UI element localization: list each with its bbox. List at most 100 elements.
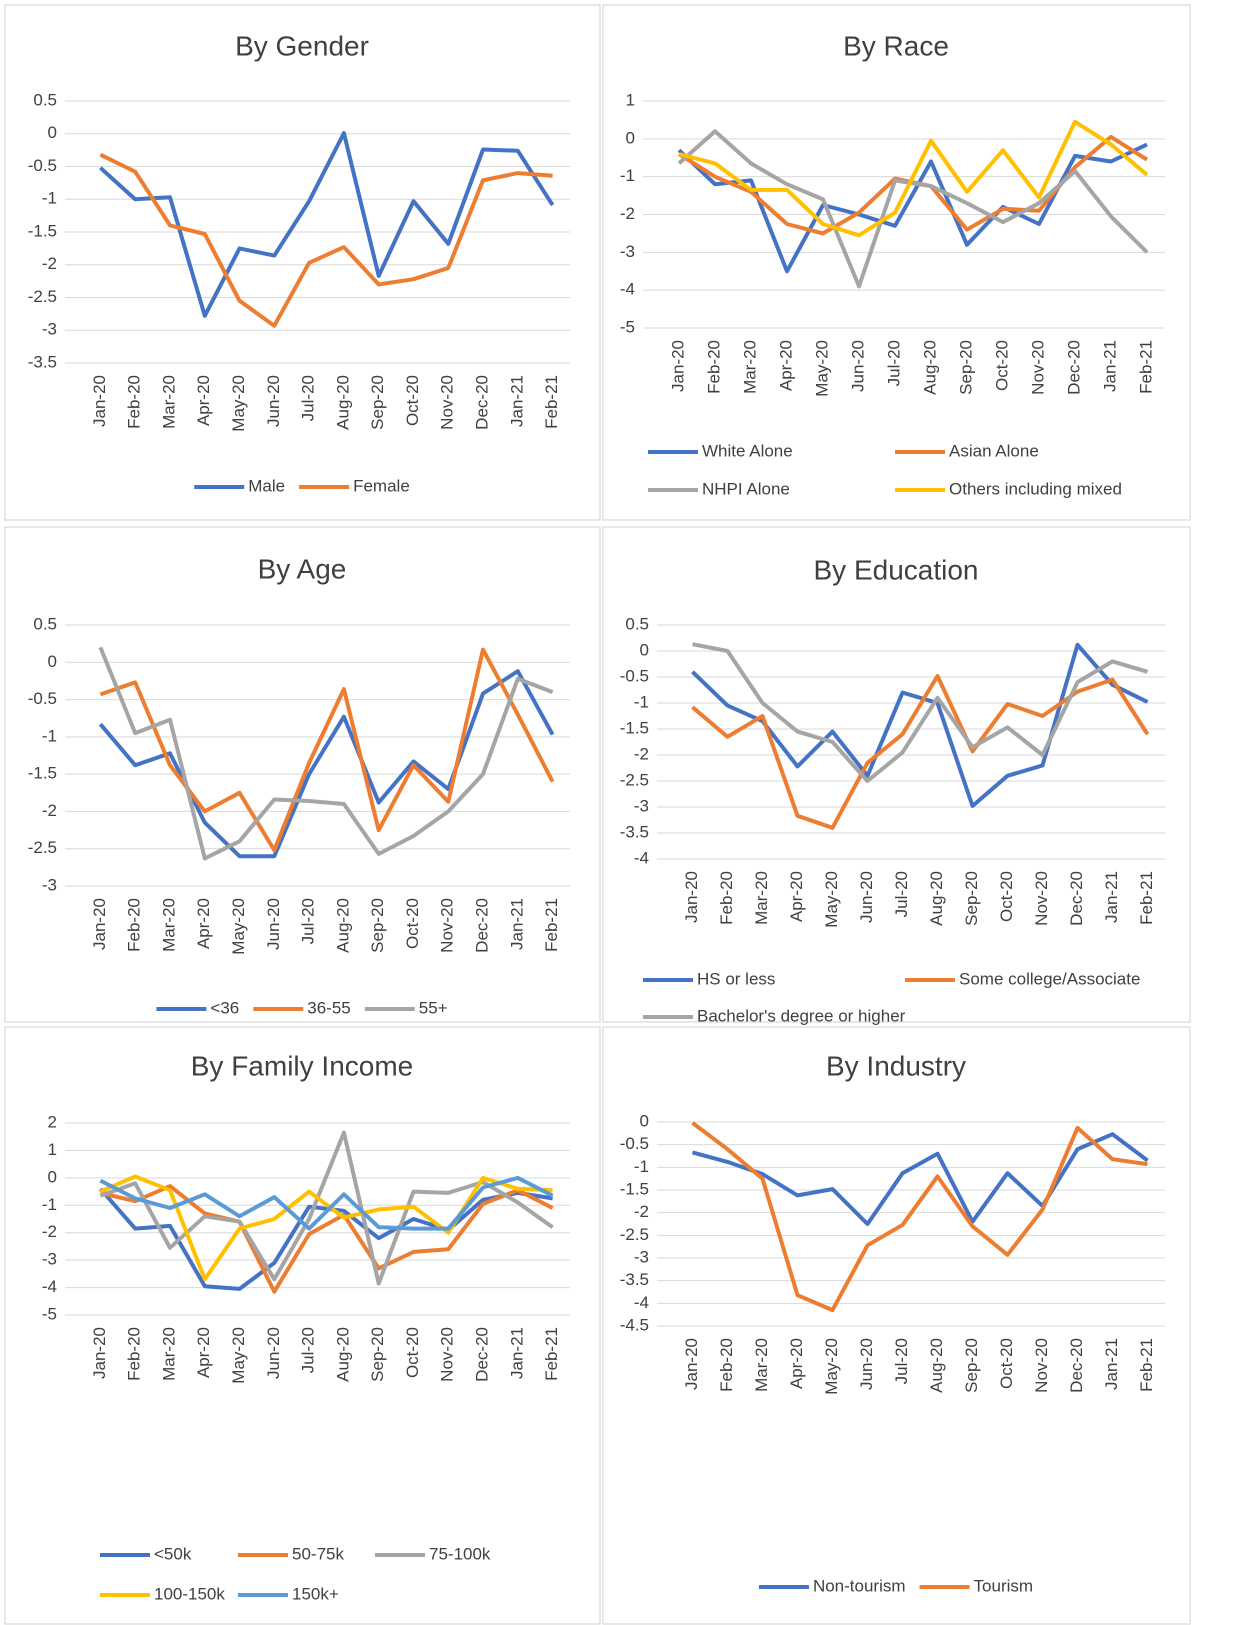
x-tick-label: Dec-20 [1064,340,1083,395]
legend-label: Others including mixed [949,479,1122,498]
y-tick-label: -1 [42,726,57,745]
legend-label: 50-75k [292,1544,344,1563]
x-tick-label: Dec-20 [473,1327,492,1382]
y-tick-label: -2.5 [28,287,57,306]
y-tick-label: -0.5 [620,1134,649,1153]
legend-label: 100-150k [154,1584,225,1603]
x-tick-label: Nov-20 [1028,340,1047,395]
y-tick-label: 2 [48,1112,57,1131]
y-tick-label: -2.5 [620,770,649,789]
x-tick-label: Feb-20 [125,375,144,429]
x-tick-label: Jan-20 [668,340,687,392]
legend: Male Female [194,476,410,495]
x-tick-label: Apr-20 [787,871,806,922]
y-tick-label: -3.5 [620,1270,649,1289]
x-tick-label: Jan-20 [90,898,109,950]
y-tick-label: -2 [634,1202,649,1221]
x-tick-label: Jan-21 [507,898,526,950]
x-tick-label: Sep-20 [368,1327,387,1382]
x-tick-label: Jan-20 [90,1327,109,1379]
x-tick-label: Mar-20 [752,871,771,925]
y-tick-label: 0 [48,123,57,142]
y-tick-label: -4.5 [620,1315,649,1334]
x-tick-label: Apr-20 [194,375,213,426]
x-tick-label: Jan-21 [1102,871,1121,923]
x-tick-label: Aug-20 [920,340,939,395]
series-line [691,1121,1148,1313]
x-tick-label: Mar-20 [159,375,178,429]
legend-label: 75-100k [429,1544,491,1563]
x-tick-label: Feb-20 [717,871,736,925]
x-tick-label: Oct-20 [992,340,1011,391]
x-tick-label: Dec-20 [1067,871,1086,926]
y-tick-label: -2.5 [620,1225,649,1244]
y-tick-label: -1 [42,1195,57,1214]
x-tick-label: Feb-21 [1137,1338,1156,1392]
x-tick-label: Sep-20 [368,898,387,953]
x-tick-label: Feb-21 [542,898,561,952]
y-tick-label: -0.5 [28,156,57,175]
series-line [99,1184,554,1294]
panel [602,1026,1191,1625]
legend-label: Tourism [974,1576,1034,1595]
x-tick-label: Feb-21 [1136,340,1155,394]
chart-title: By Gender [235,30,369,61]
x-tick-label: Aug-20 [333,375,352,430]
y-tick-label: -2 [42,254,57,273]
series-line [99,131,555,318]
y-tick-label: -1 [634,692,649,711]
y-tick-label: -2.5 [28,838,57,857]
series-line [98,646,554,861]
panel [602,4,1191,521]
x-tick-label: Nov-20 [1032,871,1051,926]
x-tick-label: Mar-20 [159,898,178,952]
y-tick-label: 0 [626,128,635,147]
x-tick-label: Oct-20 [403,898,422,949]
x-tick-label: Nov-20 [438,898,457,953]
x-tick-label: Apr-20 [787,1338,806,1389]
x-tick-label: Sep-20 [368,375,387,430]
series-line [99,647,555,853]
y-tick-label: 0 [48,652,57,671]
y-tick-label: -2 [620,204,635,223]
y-tick-label: -1.5 [620,718,649,737]
legend: <36 36-55 55+ [156,998,448,1017]
x-tick-label: Oct-20 [997,871,1016,922]
x-tick-label: Jul-20 [884,340,903,386]
x-tick-label: Nov-20 [438,375,457,430]
x-tick-label: Oct-20 [403,375,422,426]
legend-label: <50k [154,1544,192,1563]
x-tick-label: Aug-20 [927,871,946,926]
legend-label: Bachelor's degree or higher [697,1006,906,1025]
chart-title: By Industry [826,1050,966,1081]
series-line [692,642,1149,783]
y-tick-label: -3 [634,796,649,815]
x-tick-label: Dec-20 [473,898,492,953]
x-tick-label: May-20 [229,375,248,432]
x-tick-label: Jan-21 [507,1327,526,1379]
panel [4,4,601,521]
chart-title: By Education [814,554,979,585]
x-tick-label: Oct-20 [403,1327,422,1378]
x-tick-label: Sep-20 [956,340,975,395]
x-tick-label: Jan-21 [507,375,526,427]
series-line [691,1132,1149,1226]
x-tick-label: Mar-20 [740,340,759,394]
x-tick-label: Apr-20 [194,1327,213,1378]
y-tick-label: -3 [42,1250,57,1269]
x-tick-label: Jun-20 [264,898,283,950]
x-tick-label: Nov-20 [1032,1338,1051,1393]
x-tick-label: Jun-20 [857,871,876,923]
x-tick-label: Jul-20 [299,1327,318,1373]
x-tick-label: Sep-20 [962,1338,981,1393]
legend-label: White Alone [702,441,793,460]
x-tick-label: Feb-21 [1137,871,1156,925]
y-tick-label: -3 [42,320,57,339]
x-tick-label: Aug-20 [927,1338,946,1393]
y-tick-label: -0.5 [620,666,649,685]
x-tick-label: Aug-20 [333,1327,352,1382]
x-tick-label: Dec-20 [473,375,492,430]
x-tick-label: Feb-21 [542,375,561,429]
